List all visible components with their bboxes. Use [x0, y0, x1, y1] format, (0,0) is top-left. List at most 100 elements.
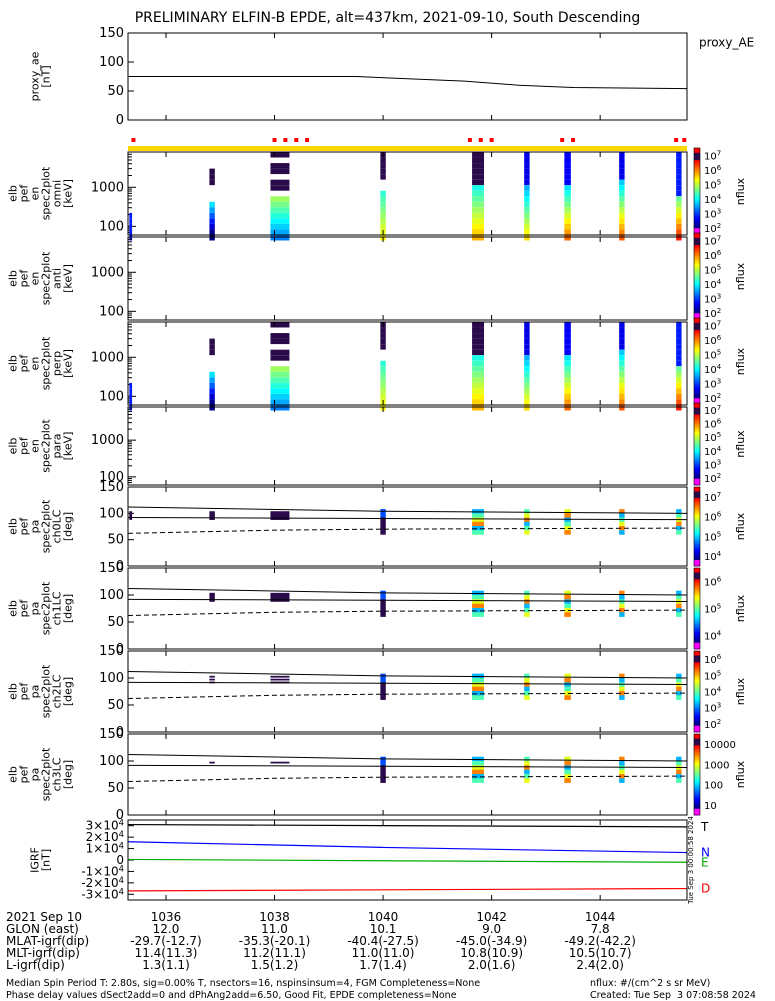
panel-perp-cell — [270, 355, 290, 361]
panel-anti-ytick-label: 100 — [99, 304, 124, 319]
panel-ch3LC-colorbar-cell — [694, 812, 700, 815]
panel-omni-cell — [472, 190, 485, 197]
panel-perp-cell — [524, 399, 530, 405]
panel-ch2LC-colorbar-frame — [693, 650, 701, 733]
panel-perp-cell — [564, 366, 571, 372]
panel-anti-colorbar-cell — [694, 275, 700, 277]
panel-omni-colorbar-cell — [694, 230, 700, 233]
flag-marker — [489, 138, 494, 142]
panel-perp-colorbar-tick: 104 — [704, 363, 722, 376]
panel-anti-colorbar-cell — [694, 243, 700, 246]
panel-ch1LC-colorbar-cell — [694, 622, 700, 624]
panel-ch2LC-ytick-label: 50 — [107, 698, 124, 713]
panel-perp-cell — [564, 393, 571, 400]
panel-anti-colorbar-cell — [694, 286, 700, 289]
panel-ch3LC-cell — [472, 765, 485, 770]
panel-omni-cell — [472, 179, 485, 186]
panel-ch1LC-cell — [270, 594, 290, 597]
panel-omni-cell — [619, 212, 625, 219]
panel-para-colorbar-cell — [694, 452, 700, 455]
panel-para-colorbar-cell — [694, 472, 700, 475]
panel-ch3LC-colorbar-cell — [694, 774, 700, 777]
panel-omni-cell — [209, 174, 215, 180]
panel-ch0LC-colorbar-cell — [694, 529, 700, 531]
panel-ch1LC-cell — [472, 595, 485, 600]
panel-ch3LC-colorbar-cell — [694, 744, 700, 747]
panel-ch0LC-colorbar-cell — [694, 515, 700, 518]
panel-para-colorbar-label: nflux — [734, 430, 747, 458]
panel-omni-colorbar-cell — [694, 194, 700, 197]
time-tick-label: 1044 — [584, 910, 616, 924]
panel-perp-cell — [270, 366, 290, 372]
panel-ch3LC-colorbar-cell — [694, 742, 700, 744]
panel-perp-cell — [209, 338, 215, 345]
panel-perp-colorbar-cell — [694, 349, 700, 352]
panel-ch1LC-lc-upper — [127, 588, 688, 596]
panel-ch3LC-lc-lower — [127, 775, 688, 783]
panel-ch0LC-cell — [270, 518, 290, 520]
panel-bgrf-ytick-label: 3×104 — [86, 818, 124, 833]
panel-ch1LC-colorbar-cell — [694, 626, 700, 628]
panel-anti-colorbar-cell — [694, 233, 700, 235]
panel-ch1LC-cell — [270, 595, 290, 598]
panel-ch3LC-colorbar-cell — [694, 735, 700, 738]
panel-perp-cell — [619, 377, 625, 383]
panel-ch0LC-cell — [380, 521, 386, 527]
panel-ch3LC-cell — [564, 761, 571, 766]
panel-perp-colorbar-cell — [694, 322, 700, 325]
panel-omni-colorbar-cell — [694, 211, 700, 214]
panel-bgrf-legend-E: E — [701, 855, 709, 869]
panel-perp-cell — [676, 344, 682, 350]
panel-perp-cell — [270, 388, 290, 394]
panel-ch0LC-cell — [380, 525, 386, 531]
panel-omni-cell — [676, 212, 682, 219]
panel-perp-cell — [472, 388, 485, 394]
panel-ch3LC-cell — [524, 756, 530, 762]
panel-proxy_ae-frame — [127, 32, 688, 121]
panel-omni-cell — [619, 185, 625, 191]
panel-ch1LC-colorbar-cell — [694, 599, 700, 601]
panel-omni-cell — [472, 168, 485, 175]
panel-ch2LC-cell — [676, 673, 682, 679]
panel-ch0LC-cell — [676, 509, 682, 514]
panel-ch3LC-cell — [619, 769, 625, 775]
panel-ch1LC-cell — [270, 600, 290, 602]
panel-omni-colorbar-cell — [694, 156, 700, 159]
panel-para-colorbar-cell — [694, 428, 700, 431]
panel-ch0LC-colorbar-cell — [694, 527, 700, 530]
panel-ch0LC-colorbar-cell — [694, 522, 700, 525]
panel-perp-cell — [380, 366, 386, 372]
panel-ch0LC-colorbar-cell — [694, 555, 700, 558]
panel-ch0LC-cell — [676, 525, 682, 531]
panel-ch0LC-cell — [209, 511, 215, 513]
panel-anti-colorbar-cell — [694, 311, 700, 314]
panel-perp-colorbar-cell — [694, 319, 700, 322]
panel-ch0LC-colorbar-cell — [694, 501, 700, 504]
panel-perp-colorbar-cell — [694, 354, 700, 357]
panel-ch3LC-colorbar-cell — [694, 750, 700, 753]
panel-ch2LC-cell — [524, 690, 530, 696]
panel-anti-colorbar-cell — [694, 293, 700, 296]
panel-perp-cell — [270, 399, 290, 405]
panel-ch1LC-colorbar-cell — [694, 569, 700, 572]
panel-ch0LC-colorbar-cell — [694, 487, 700, 489]
panel-ch0LC-cell — [524, 521, 530, 527]
panel-ch3LC-cell — [564, 773, 571, 779]
panel-bgrf-ytick-label: -2×104 — [81, 875, 124, 890]
panel-ch0LC-colorbar-tick: 106 — [704, 511, 722, 524]
panel-omni-cell — [564, 235, 571, 241]
panel-perp-colorbar-cell — [694, 370, 700, 373]
panel-ch3LC-colorbar — [693, 733, 701, 816]
panel-omni-colorbar-cell — [694, 217, 700, 220]
panel-ch2LC-colorbar-cell — [694, 682, 700, 684]
panel-para-colorbar-cell — [694, 438, 700, 441]
panel-ch1LC-cell — [270, 592, 290, 595]
panel-omni-colorbar-cell — [694, 188, 700, 191]
panel-ch3LC-colorbar-cell — [694, 761, 700, 763]
panel-ch0LC-colorbar-cell — [694, 504, 700, 506]
panel-perp-colorbar-cell — [694, 380, 700, 383]
panel-perp-cell — [270, 333, 290, 339]
panel-ch1LC-cell — [619, 612, 625, 617]
panel-omni-cell — [676, 235, 682, 241]
panel-omni-colorbar-cell — [694, 214, 700, 217]
